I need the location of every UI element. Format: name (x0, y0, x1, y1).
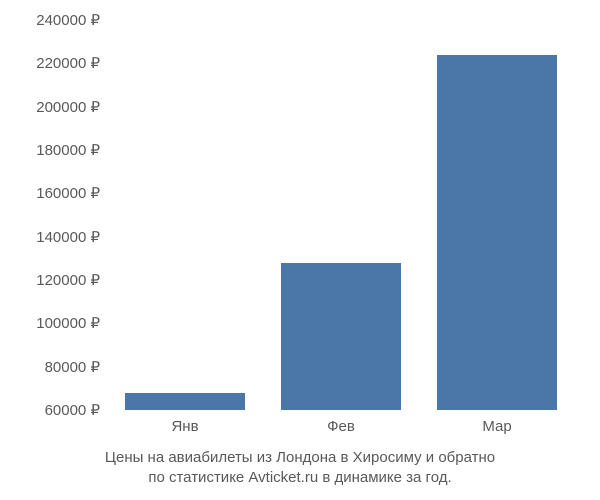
caption-line-1: Цены на авиабилеты из Лондона в Хиросиму… (105, 449, 495, 466)
y-tick-label: 180000 ₽ (36, 141, 100, 159)
y-tick-label: 240000 ₽ (36, 11, 100, 29)
chart-caption: Цены на авиабилеты из Лондона в Хиросиму… (0, 448, 600, 489)
y-tick-label: 60000 ₽ (45, 401, 100, 419)
bar (281, 263, 401, 410)
y-tick-label: 140000 ₽ (36, 228, 100, 246)
caption-line-2: по статистике Avticket.ru в динамике за … (148, 469, 451, 486)
y-tick-label: 80000 ₽ (45, 358, 100, 376)
x-tick-label: Янв (171, 418, 198, 435)
y-tick-label: 160000 ₽ (36, 184, 100, 202)
chart-container: 60000 ₽ 80000 ₽ 100000 ₽ 120000 ₽ 140000 ₽ 16… (0, 0, 600, 500)
y-tick-label: 100000 ₽ (36, 314, 100, 332)
x-tick-label: Фев (327, 418, 355, 435)
y-tick-label: 200000 ₽ (36, 98, 100, 116)
plot-area (105, 20, 575, 410)
bar (125, 393, 245, 410)
y-tick-label: 120000 ₽ (36, 271, 100, 289)
bar (437, 55, 557, 410)
x-tick-label: Мар (482, 418, 511, 435)
y-tick-label: 220000 ₽ (36, 54, 100, 72)
